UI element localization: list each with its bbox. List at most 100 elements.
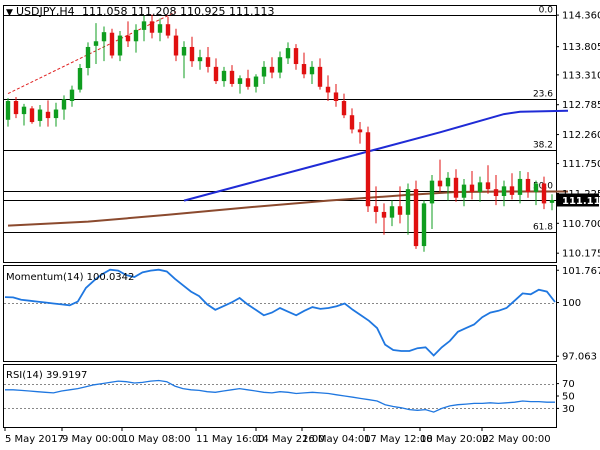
candle-body [389, 206, 395, 218]
price-tick-label: 114.360 [562, 11, 600, 22]
candle-body [381, 211, 387, 218]
candle-body [253, 76, 259, 87]
price-tick-label: 112.260 [562, 130, 600, 141]
price-tick-label: 113.805 [562, 42, 600, 53]
candle-body [293, 48, 299, 65]
candle-body [101, 32, 107, 42]
candle-body [21, 106, 27, 115]
candle-body [261, 66, 267, 77]
candle-body [45, 111, 51, 119]
candle-body [509, 186, 515, 195]
rsi-tick-label: 70 [562, 379, 575, 390]
fibonacci-label: 38.2 [533, 141, 553, 151]
price-panel: 0.023.638.250.061.8 114.360113.805113.31… [3, 5, 600, 263]
momentum-tick-label: 97.063 [562, 352, 597, 363]
date-tick-label: 18 May 20:00 [420, 434, 489, 445]
date-tick-label: 9 May 00:00 [62, 434, 124, 445]
candle-body [541, 183, 547, 204]
candle-body [285, 48, 291, 59]
candle-body [477, 182, 483, 193]
candle-body [173, 35, 179, 56]
candle-body [333, 92, 339, 102]
price-tick-label: 110.175 [562, 249, 600, 260]
candle-body [53, 109, 59, 119]
candle-body [93, 41, 99, 46]
fibonacci-label: 23.6 [533, 90, 553, 100]
candle-body [117, 35, 123, 56]
momentum-panel: 101.7673 100 97.063 Momentum(14) 100.0342 [3, 265, 600, 363]
candle-body [349, 115, 355, 130]
candle-body [213, 66, 219, 82]
candle-body [421, 203, 427, 247]
fibonacci-label: 61.8 [533, 223, 553, 233]
candle-body [69, 89, 75, 102]
candle-body [485, 182, 491, 190]
momentum-panel-frame [3, 265, 557, 362]
candle-body [165, 24, 171, 36]
date-tick-label: 11 May 16:00 [196, 434, 265, 445]
date-tick-label: 10 May 08:00 [122, 434, 191, 445]
date-tick-label: 17 May 12:00 [364, 434, 433, 445]
trendline [7, 11, 177, 95]
candle-body [445, 177, 451, 187]
candle-body [77, 68, 83, 90]
candle-body [469, 184, 475, 193]
current-price-label: 111.113 [562, 196, 600, 207]
moving-average-line [183, 109, 569, 202]
momentum-title: Momentum(14) 100.0342 [6, 272, 134, 283]
candle-body [85, 46, 91, 69]
momentum-line [4, 268, 556, 357]
candle-body [341, 101, 347, 116]
candle-body [277, 57, 283, 73]
candle-body [29, 108, 35, 123]
fibonacci-label: 0.0 [539, 6, 554, 16]
candle-body [221, 70, 227, 82]
candle-body [141, 21, 147, 30]
candle-body [533, 183, 539, 193]
price-tick-label: 111.750 [562, 159, 600, 170]
candle-body [309, 66, 315, 75]
moving-average-line [7, 190, 568, 227]
candle-body [453, 177, 459, 198]
date-tick-label: 14 May 22:00 [256, 434, 325, 445]
momentum-tick-label: 100 [562, 298, 581, 309]
candle-body [493, 189, 499, 197]
price-tick-label: 113.310 [562, 70, 600, 81]
date-tick-label: 16 May 04:00 [302, 434, 371, 445]
candle-body [461, 184, 467, 198]
candle-body [549, 199, 555, 203]
price-tick-label: 110.700 [562, 219, 600, 230]
candle-body [149, 21, 155, 33]
candle-body [405, 189, 411, 215]
candle-body [245, 78, 251, 87]
date-tick-label: 5 May 2017 [5, 434, 64, 445]
candle-body [181, 46, 187, 56]
rsi-line [5, 379, 555, 413]
candle-body [373, 206, 379, 212]
chart-header-values: 111.058 111.208 110.925 111.113 [82, 5, 274, 18]
chart-header-symbol: USDJPY,H4 [16, 5, 75, 18]
candle-body [301, 64, 307, 75]
candle-body [525, 178, 531, 193]
candle-body [437, 180, 443, 187]
current-price-box [557, 193, 599, 207]
rsi-tick-label: 30 [562, 404, 575, 415]
candle-body [189, 46, 195, 62]
candle-body [357, 129, 363, 133]
chart-header-icon: ▼ [6, 8, 13, 18]
rsi-tick-label: 50 [562, 392, 575, 403]
candle-body [517, 178, 523, 195]
candle-body [269, 66, 275, 73]
candle-body [237, 78, 243, 84]
candle-body [365, 132, 371, 207]
candle-body [37, 109, 43, 121]
momentum-tick-label: 101.7673 [562, 266, 600, 277]
candle-body [5, 101, 11, 120]
price-tick-label: 112.785 [562, 100, 600, 111]
candle-body [157, 24, 163, 33]
candle-body [413, 189, 419, 247]
candle-body [501, 186, 507, 197]
candle-body [429, 180, 435, 204]
